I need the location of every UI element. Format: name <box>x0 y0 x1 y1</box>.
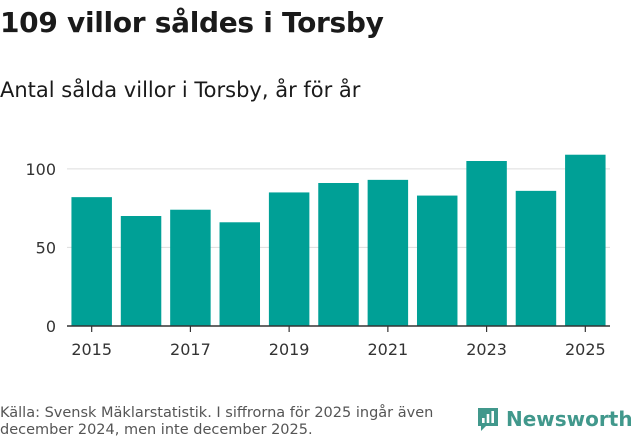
y-tick-label: 50 <box>36 238 56 257</box>
bar-2021 <box>367 179 409 326</box>
x-tick-label: 2025 <box>565 340 606 359</box>
brand-logo: Newsworthy <box>476 406 631 432</box>
x-tick-label: 2019 <box>269 340 310 359</box>
bar-2018 <box>219 222 261 326</box>
bar-2015 <box>71 197 112 326</box>
bar-2017 <box>170 209 211 326</box>
bar-2016 <box>120 216 162 326</box>
brand-name: Newsworthy <box>506 407 631 431</box>
bar-2023 <box>466 161 507 326</box>
bar-chart: 0 50 100 2015 2017 2019 2021 2023 2025 <box>25 154 610 359</box>
bar-2024 <box>515 190 557 326</box>
y-tick-label: 100 <box>25 160 56 179</box>
bar-chart-speech-bubble-icon <box>478 408 498 431</box>
page-title: 109 villor såldes i Torsby <box>0 6 384 39</box>
x-tick-label: 2017 <box>170 340 211 359</box>
chart-subtitle: Antal sålda villor i Torsby, år för år <box>0 78 361 102</box>
source-note: Källa: Svensk Mäklarstatistik. I siffror… <box>0 405 434 438</box>
x-tick-label: 2023 <box>466 340 507 359</box>
bar-2019 <box>268 192 310 326</box>
x-tick-label: 2021 <box>368 340 409 359</box>
bar-2025 <box>565 154 606 326</box>
axes: 0 50 100 2015 2017 2019 2021 2023 2025 <box>25 160 610 359</box>
bars <box>71 154 606 326</box>
y-tick-label: 0 <box>46 317 56 336</box>
bar-2020 <box>318 183 359 326</box>
x-tick-label: 2015 <box>71 340 112 359</box>
bar-2022 <box>416 195 458 326</box>
